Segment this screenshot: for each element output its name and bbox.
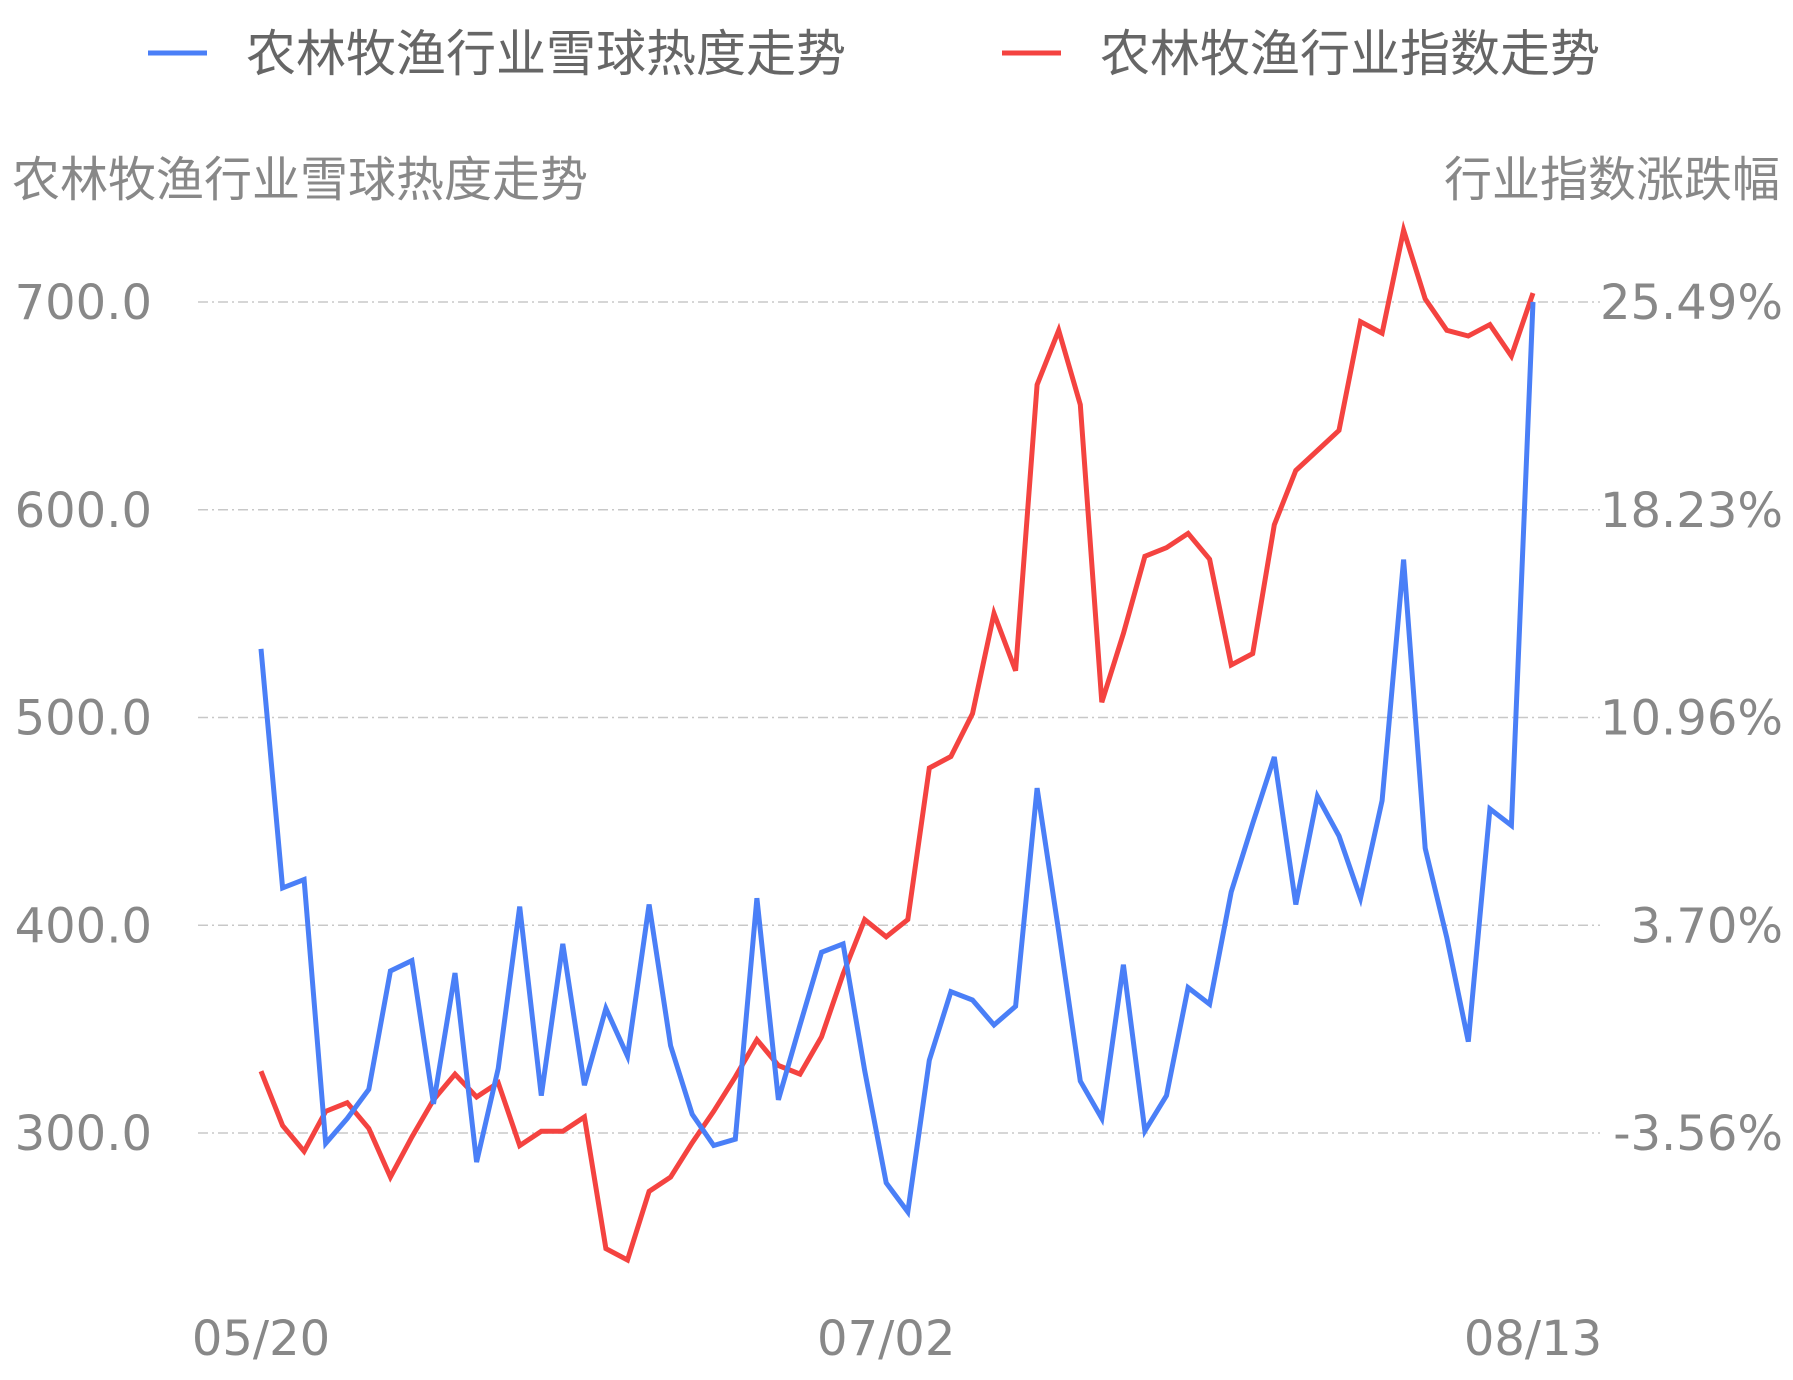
y-axis-title-right: 行业指数涨跌幅 [1444, 152, 1780, 208]
y-right-tick-label: 10.96% [1600, 691, 1783, 747]
y-right-tick-label: 3.70% [1631, 898, 1783, 954]
y-left-tick-label: 600.0 [15, 483, 152, 539]
plot-area [258, 220, 1536, 1264]
x-tick-label: 08/13 [1464, 1311, 1602, 1367]
y-left-tick-label: 500.0 [15, 691, 152, 747]
series-line-index[interactable] [258, 220, 1536, 1264]
y-axis-left: 700.0 600.0 500.0 400.0 300.0 [15, 275, 152, 1162]
legend-label-heat: 农林牧渔行业雪球热度走势 [246, 25, 846, 83]
y-right-tick-label: 18.23% [1600, 483, 1783, 539]
x-tick-label: 07/02 [817, 1311, 955, 1367]
legend-label-index: 农林牧渔行业指数走势 [1100, 25, 1600, 83]
series-line-heat[interactable] [258, 301, 1536, 1219]
y-axis-right: 25.49% 18.23% 10.96% 3.70% -3.56% [1600, 275, 1783, 1162]
x-tick-label: 05/20 [192, 1311, 330, 1367]
legend: 农林牧渔行业雪球热度走势 农林牧渔行业指数走势 [148, 25, 1600, 83]
y-left-tick-label: 700.0 [15, 275, 152, 331]
y-left-tick-label: 400.0 [15, 898, 152, 954]
x-axis: 05/20 07/02 08/13 [192, 1311, 1602, 1367]
legend-item-heat[interactable]: 农林牧渔行业雪球热度走势 [148, 25, 846, 83]
y-right-tick-label: 25.49% [1600, 275, 1783, 331]
y-axis-title-left: 农林牧渔行业雪球热度走势 [12, 152, 588, 208]
y-right-tick-label: -3.56% [1613, 1106, 1783, 1162]
y-left-tick-label: 300.0 [15, 1106, 152, 1162]
legend-item-index[interactable]: 农林牧渔行业指数走势 [1002, 25, 1600, 83]
